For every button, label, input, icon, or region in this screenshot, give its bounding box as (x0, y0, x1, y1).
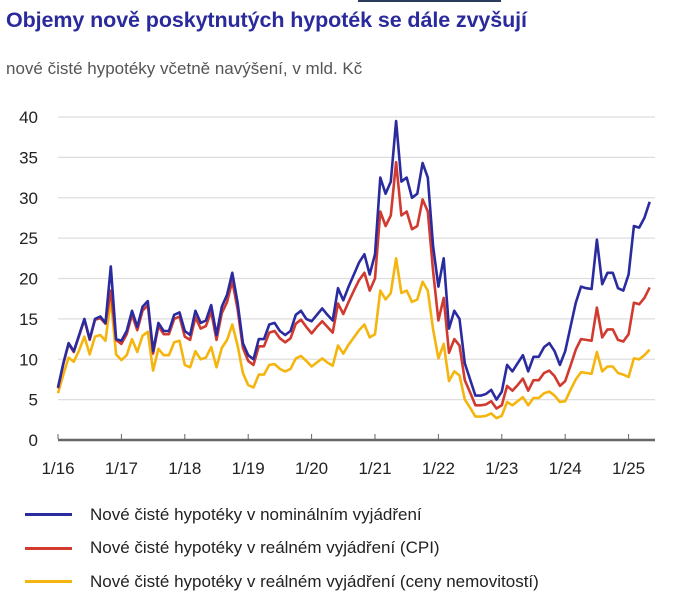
x-tick-label: 1/25 (612, 459, 645, 478)
chart-subtitle: nové čisté hypotéky včetně navýšení, v m… (6, 59, 363, 78)
x-axis-ticks: 1/16 1/17 1/18 1/19 1/20 1/21 1/22 1/23 1/24 1/25 (41, 434, 645, 478)
y-tick-label: 15 (19, 310, 38, 329)
y-tick-label: 30 (19, 189, 38, 208)
legend-item-property: Nové čisté hypotéky v reálném vyjádření … (25, 565, 539, 599)
x-tick-label: 1/18 (168, 459, 201, 478)
legend-item-nominal: Nové čisté hypotéky v nominálním vyjádře… (25, 498, 539, 532)
y-tick-label: 20 (19, 270, 38, 289)
x-tick-label: 1/23 (485, 459, 518, 478)
x-tick-label: 1/24 (549, 459, 582, 478)
x-tick-label: 1/20 (295, 459, 328, 478)
x-tick-label: 1/21 (358, 459, 391, 478)
series-lines (56, 119, 651, 420)
legend-label: Nové čisté hypotéky v nominálním vyjádře… (90, 504, 422, 524)
legend-label: Nové čisté hypotéky v reálném vyjádření … (90, 538, 440, 558)
x-tick-label: 1/17 (105, 459, 138, 478)
x-tick-label: 1/19 (232, 459, 265, 478)
top-divider (358, 0, 501, 2)
series-line-cpi (56, 160, 651, 410)
series-line-nominal (56, 119, 651, 401)
y-tick-label: 40 (19, 108, 38, 127)
x-tick-label: 1/22 (422, 459, 455, 478)
legend: Nové čisté hypotéky v nominálním vyjádře… (25, 498, 539, 599)
y-axis-ticks: 0 5 10 15 20 25 30 35 40 (19, 108, 38, 450)
line-chart: 0 5 10 15 20 25 30 35 40 1/16 1/17 1/18 1/19 1/20 1/2… (19, 108, 655, 478)
x-tick-label: 1/16 (41, 459, 74, 478)
legend-swatch-property (25, 580, 72, 584)
legend-swatch-nominal (25, 513, 72, 517)
y-tick-label: 10 (19, 350, 38, 369)
chart-title: Objemy nově poskytnutých hypoték se dále… (6, 8, 527, 32)
series-line-property (56, 256, 651, 420)
legend-label: Nové čisté hypotéky v reálném vyjádření … (90, 571, 539, 591)
y-tick-label: 0 (29, 431, 38, 450)
legend-item-cpi: Nové čisté hypotéky v reálném vyjádření … (25, 532, 539, 566)
y-tick-label: 5 (29, 391, 38, 410)
y-tick-label: 25 (19, 229, 38, 248)
legend-swatch-cpi (25, 546, 72, 550)
y-tick-label: 35 (19, 148, 38, 167)
gridlines (58, 116, 655, 442)
